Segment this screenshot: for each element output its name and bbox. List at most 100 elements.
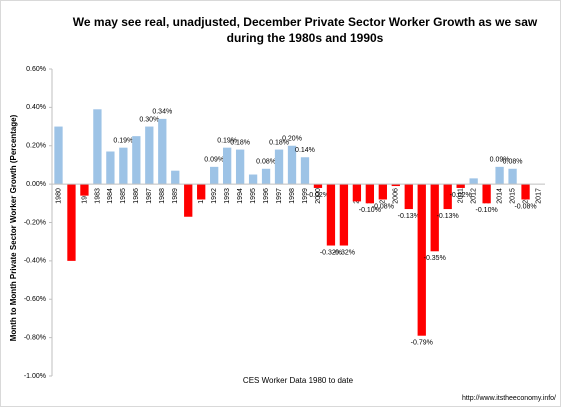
bar <box>235 149 245 185</box>
data-label: -0.10% <box>476 207 498 214</box>
data-label: -0.08% <box>514 203 536 210</box>
bar <box>404 184 413 210</box>
y-tick-label: -1.00% <box>24 373 46 380</box>
x-tick-label: 2015 <box>509 188 516 204</box>
source: http://www.itstheeconomy.info/ <box>462 395 556 402</box>
x-tick-label: 1998 <box>289 188 296 204</box>
bar <box>93 109 102 185</box>
x-tick-label: 1999 <box>302 188 309 204</box>
x-tick-label: 1995 <box>250 188 257 204</box>
bar <box>482 184 491 204</box>
data-label: 0.09% <box>490 157 510 164</box>
data-label: -0.13% <box>437 213 459 220</box>
y-tick-label: -0.60% <box>24 296 46 303</box>
bar <box>521 184 530 200</box>
x-tick-label: 1982 <box>81 188 88 204</box>
x-tick-label: 2011 <box>458 188 465 203</box>
bar <box>508 168 517 185</box>
x-tick-label: 1988 <box>159 188 166 204</box>
bar <box>248 174 258 185</box>
bar <box>495 166 504 185</box>
bar <box>274 149 284 185</box>
y-tick-label: 0.20% <box>26 143 46 150</box>
data-label: 0.09% <box>204 157 224 164</box>
y-tick-label: -0.40% <box>24 258 46 265</box>
data-label: 0.34% <box>152 109 172 116</box>
data-label: 0.14% <box>295 147 315 154</box>
chart-title: We may see real, unadjusted, December Pr… <box>72 15 538 45</box>
x-tick-label: 2014 <box>496 188 503 204</box>
x-tick-label: 1984 <box>107 188 114 204</box>
data-label: -0.35% <box>424 255 446 262</box>
bar <box>352 184 362 202</box>
bar <box>222 147 232 185</box>
x-tick-label: 1997 <box>276 188 283 204</box>
bar <box>54 126 63 185</box>
data-label: 0.08% <box>256 159 276 166</box>
bar <box>184 184 193 217</box>
bar <box>417 184 426 336</box>
x-tick-label: 1987 <box>146 188 153 204</box>
x-tick-label: 1989 <box>172 188 179 204</box>
x-tick-label: 1986 <box>133 188 140 204</box>
data-label: 0.20% <box>282 136 302 143</box>
data-label: -0.10% <box>359 207 381 214</box>
x-tick-label: 1993 <box>224 188 231 204</box>
x-tick-label: 1992 <box>211 188 218 204</box>
bar <box>339 184 349 246</box>
data-label: -0.32% <box>320 249 342 256</box>
x-tick-label: 1994 <box>237 188 244 204</box>
x-tick-label: 2012 <box>470 188 477 204</box>
bar <box>378 184 387 200</box>
data-label: 0.19% <box>217 138 237 145</box>
bar <box>287 145 297 185</box>
bar <box>469 178 478 185</box>
bar <box>119 147 128 185</box>
data-label: 0.18% <box>269 139 289 146</box>
y-tick-label: 0.00% <box>26 181 46 188</box>
data-label: -0.08% <box>372 203 394 210</box>
bar <box>456 184 465 188</box>
bar <box>67 184 76 261</box>
y-tick-label: 0.40% <box>26 104 46 111</box>
bar <box>430 184 439 252</box>
data-label: -0.13% <box>398 213 420 220</box>
bar <box>171 170 180 185</box>
data-label: 0.08% <box>503 159 523 166</box>
y-axis-label: Month to Month Private Sector Worker Gro… <box>9 114 18 341</box>
bar <box>132 136 141 185</box>
x-tick-label: 1996 <box>263 188 270 204</box>
data-label: 0.18% <box>230 139 250 146</box>
data-label: 0.30% <box>139 116 159 123</box>
bar <box>313 184 323 188</box>
bar <box>261 168 271 185</box>
y-tick-label: 0.60% <box>26 66 46 73</box>
x-tick-label: 2017 <box>535 188 542 204</box>
bar <box>210 166 219 185</box>
bar <box>326 184 336 246</box>
bar <box>80 184 89 196</box>
data-label: -0.32% <box>333 249 355 256</box>
bar <box>145 126 154 185</box>
y-tick-label: -0.20% <box>24 219 46 226</box>
data-label: -0.02% <box>307 192 329 199</box>
bar <box>365 184 375 204</box>
x-tick-label: 2006 <box>393 188 400 204</box>
data-label: 0.19% <box>113 138 133 145</box>
bar <box>158 118 167 185</box>
x-tick-label: 1983 <box>94 188 101 204</box>
bar <box>391 184 400 187</box>
data-label: -0.79% <box>411 340 433 347</box>
y-tick-label: -0.80% <box>24 334 46 341</box>
data-label: -0.02% <box>450 192 472 199</box>
bar <box>300 157 310 185</box>
x-tick-label: 2000 <box>315 188 322 204</box>
bar <box>197 184 206 200</box>
x-tick-label: 1980 <box>55 188 62 204</box>
bar <box>443 184 452 210</box>
bar <box>106 151 115 185</box>
x-tick-label: 1985 <box>120 188 127 204</box>
